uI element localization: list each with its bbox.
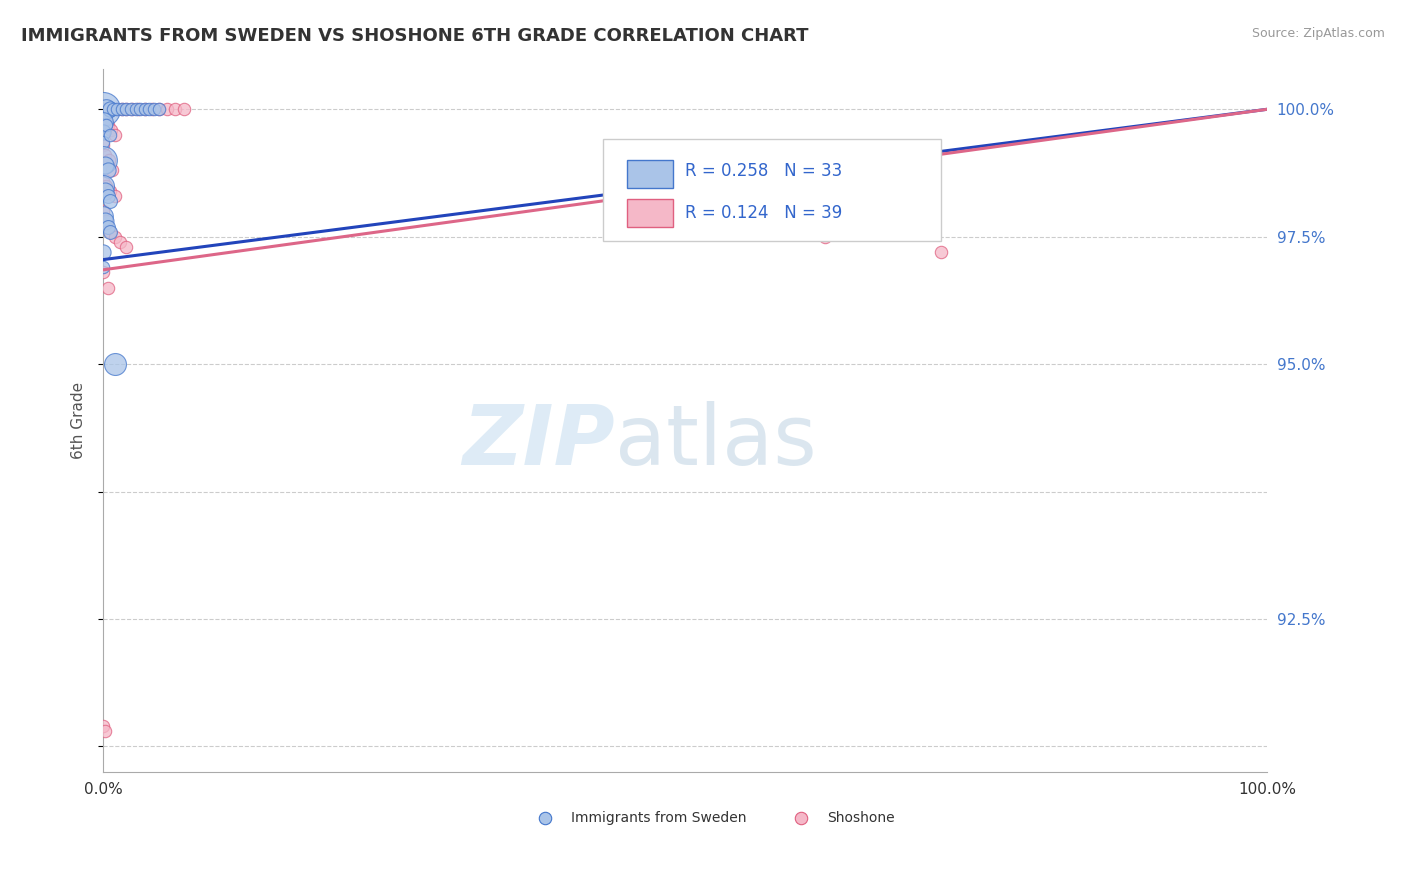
- Point: [103, 189, 125, 203]
- Point: [91, 138, 114, 153]
- Point: [110, 103, 132, 117]
- Text: atlas: atlas: [614, 401, 817, 482]
- Point: [105, 103, 128, 117]
- Point: [96, 118, 118, 132]
- Point: [91, 719, 114, 733]
- Point: [96, 214, 118, 228]
- Point: [96, 103, 118, 117]
- Point: [100, 122, 122, 136]
- Point: [103, 229, 125, 244]
- Point: [97, 163, 120, 178]
- Point: [91, 210, 114, 224]
- Point: [115, 103, 138, 117]
- Point: [143, 103, 166, 117]
- Text: R = 0.124   N = 39: R = 0.124 N = 39: [685, 203, 842, 222]
- Point: [94, 112, 117, 127]
- Point: [91, 115, 114, 129]
- Point: [148, 103, 170, 117]
- Y-axis label: 6th Grade: 6th Grade: [72, 382, 86, 458]
- Point: [148, 103, 170, 117]
- Point: [129, 103, 152, 117]
- Point: [127, 103, 149, 117]
- FancyBboxPatch shape: [627, 199, 673, 227]
- Point: [134, 103, 156, 117]
- Point: [103, 357, 125, 371]
- FancyBboxPatch shape: [603, 139, 941, 241]
- Point: [103, 103, 125, 117]
- Point: [97, 153, 120, 168]
- Point: [98, 128, 121, 142]
- Point: [91, 125, 114, 139]
- Point: [91, 103, 114, 117]
- Point: [94, 148, 117, 162]
- Point: [97, 219, 120, 234]
- Point: [96, 178, 118, 193]
- FancyBboxPatch shape: [627, 160, 673, 188]
- Point: [97, 118, 120, 132]
- Point: [98, 184, 121, 198]
- Point: [814, 229, 837, 244]
- Point: [91, 107, 114, 121]
- Point: [98, 194, 121, 208]
- Text: IMMIGRANTS FROM SWEDEN VS SHOSHONE 6TH GRADE CORRELATION CHART: IMMIGRANTS FROM SWEDEN VS SHOSHONE 6TH G…: [21, 27, 808, 45]
- Point: [91, 136, 114, 150]
- Point: [120, 103, 142, 117]
- Point: [91, 178, 114, 193]
- Point: [101, 163, 124, 178]
- Point: [91, 245, 114, 260]
- Point: [101, 103, 124, 117]
- Point: [110, 103, 132, 117]
- Point: [97, 189, 120, 203]
- Point: [94, 184, 117, 198]
- Point: [91, 260, 114, 275]
- Point: [115, 103, 138, 117]
- Point: [141, 103, 163, 117]
- Point: [91, 265, 114, 279]
- Point: [173, 103, 195, 117]
- Point: [134, 103, 156, 117]
- Point: [97, 280, 120, 294]
- Point: [94, 103, 117, 117]
- Point: [105, 103, 128, 117]
- Point: [98, 225, 121, 239]
- Point: [91, 174, 114, 188]
- Point: [98, 225, 121, 239]
- Point: [94, 214, 117, 228]
- Point: [94, 724, 117, 739]
- Point: [110, 235, 132, 249]
- Point: [91, 204, 114, 219]
- Text: Source: ZipAtlas.com: Source: ZipAtlas.com: [1251, 27, 1385, 40]
- Point: [94, 158, 117, 172]
- Text: ZIP: ZIP: [463, 401, 614, 482]
- Text: Shoshone: Shoshone: [827, 811, 894, 824]
- Point: [103, 128, 125, 142]
- Point: [156, 103, 179, 117]
- Point: [115, 240, 138, 254]
- Point: [91, 153, 114, 168]
- Point: [121, 103, 143, 117]
- Point: [138, 103, 160, 117]
- Point: [124, 103, 146, 117]
- Point: [97, 103, 120, 117]
- Point: [165, 103, 187, 117]
- Text: R = 0.258   N = 33: R = 0.258 N = 33: [685, 161, 842, 179]
- Point: [98, 103, 121, 117]
- Text: Immigrants from Sweden: Immigrants from Sweden: [571, 811, 747, 824]
- Point: [929, 245, 952, 260]
